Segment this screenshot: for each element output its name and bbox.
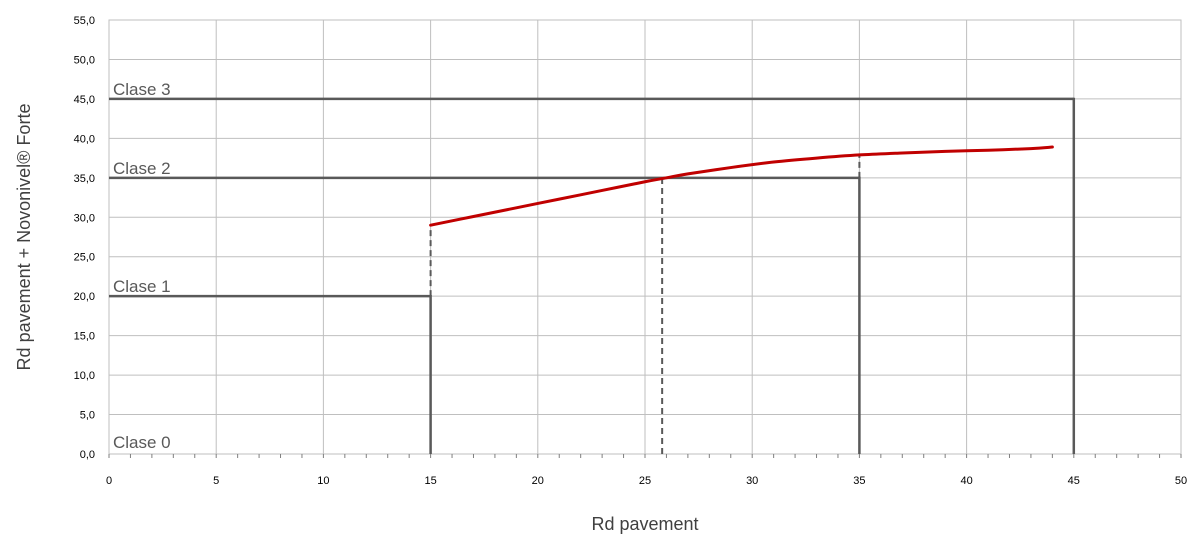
y-tick-label: 45,0 (74, 94, 95, 106)
y-tick-label: 50,0 (74, 54, 95, 66)
x-axis-title: Rd pavement (591, 514, 698, 534)
x-minor-ticks (108, 454, 1182, 458)
y-tick-label: 55,0 (74, 15, 95, 27)
y-tick-labels: 0,0 5,0 10,0 15,0 20,0 25,0 30,0 35,0 40,0 45,0 50… (74, 15, 95, 461)
x-tick-label: 15 (424, 475, 436, 487)
y-tick-label: 40,0 (74, 133, 95, 145)
x-tick-label: 45 (1068, 475, 1080, 487)
x-tick-label: 30 (746, 475, 758, 487)
y-tick-label: 30,0 (74, 212, 95, 224)
x-tick-label: 40 (960, 475, 972, 487)
y-tick-label: 15,0 (74, 331, 95, 343)
series-line (429, 145, 1054, 227)
class-labels: Clase 0 Clase 1 Clase 2 Clase 3 (113, 80, 171, 452)
y-tick-label: 35,0 (74, 173, 95, 185)
x-tick-label: 0 (106, 475, 112, 487)
y-tick-label: 20,0 (74, 291, 95, 303)
x-tick-label: 10 (317, 475, 329, 487)
dashed-guides (429, 154, 861, 454)
x-tick-label: 50 (1175, 475, 1187, 487)
class-label: Clase 3 (113, 80, 171, 99)
class-label: Clase 1 (113, 277, 171, 296)
x-tick-label: 20 (532, 475, 544, 487)
x-tick-labels: 0 5 10 15 20 25 30 35 40 45 50 (106, 475, 1187, 487)
y-tick-label: 25,0 (74, 252, 95, 264)
x-tick-label: 5 (213, 475, 219, 487)
class-label: Clase 0 (113, 433, 171, 452)
x-tick-label: 35 (853, 475, 865, 487)
class-label: Clase 2 (113, 159, 171, 178)
y-axis-title: Rd pavement + Novonivel® Forte (14, 104, 34, 371)
curve-group (429, 145, 1054, 227)
y-tick-label: 10,0 (74, 370, 95, 382)
y-tick-label: 5,0 (80, 410, 95, 422)
class-boundaries (109, 97, 1076, 454)
x-tick-label: 25 (639, 475, 651, 487)
y-tick-label: 0,0 (80, 449, 95, 461)
